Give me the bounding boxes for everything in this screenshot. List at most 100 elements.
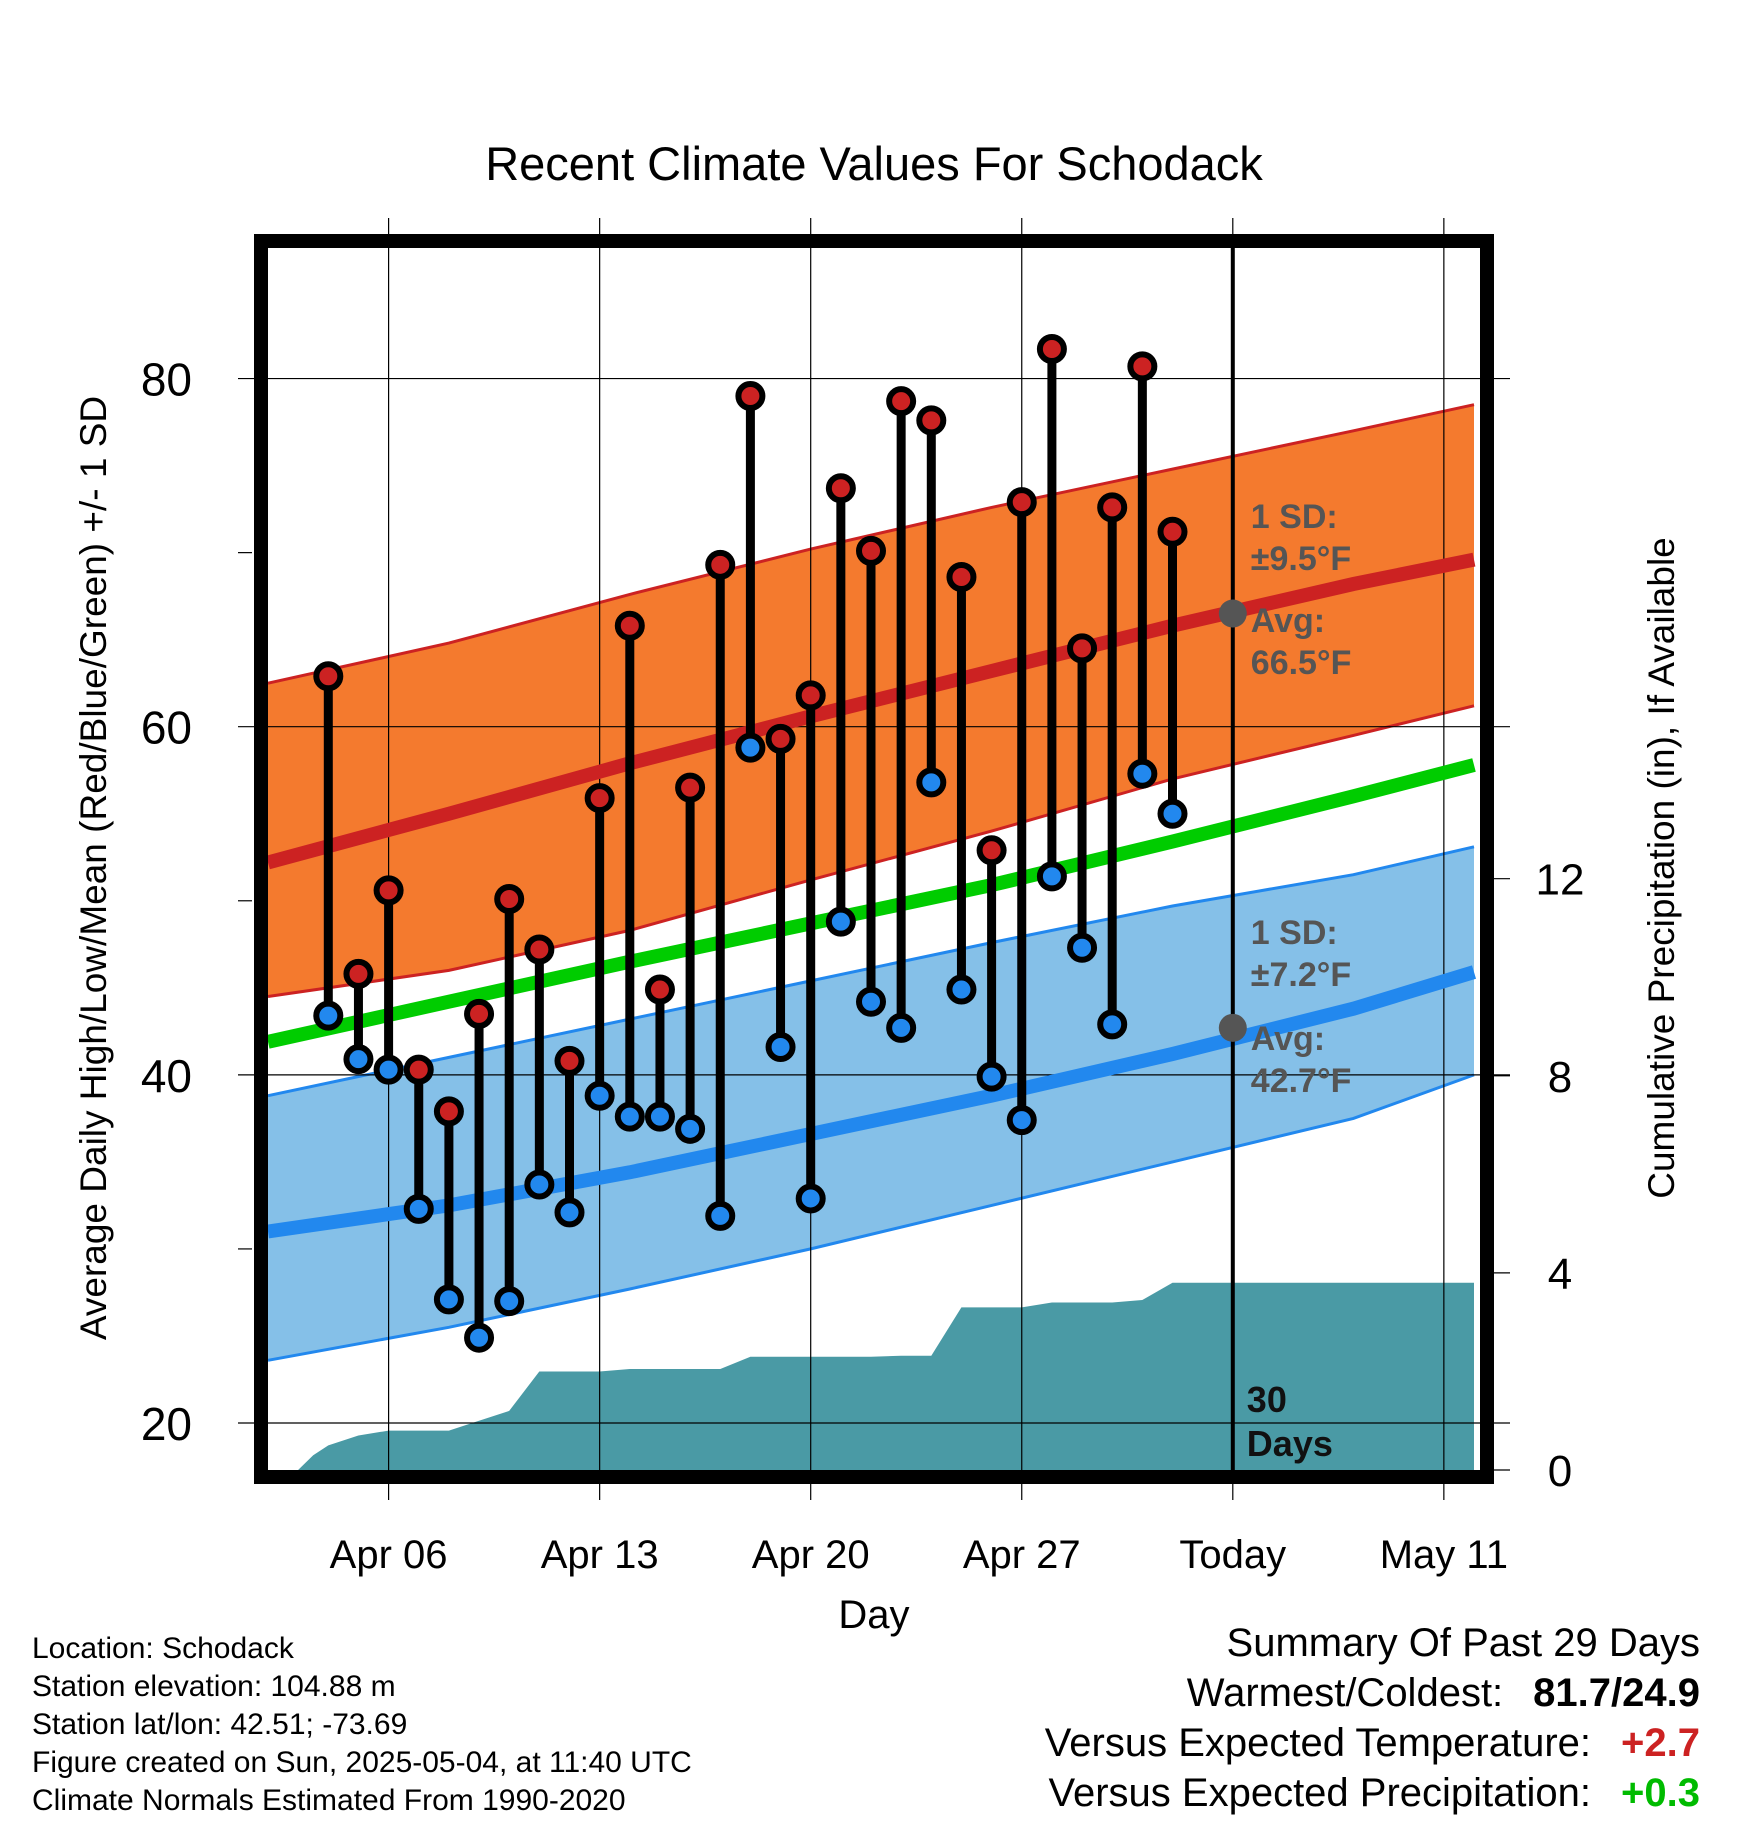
- chart-title: Recent Climate Values For Schodack: [485, 137, 1263, 190]
- daily-bar: [494, 884, 525, 1317]
- summary-panel: Summary Of Past 29 Days Warmest/Coldest:…: [1045, 1618, 1700, 1818]
- days-word: Days: [1247, 1423, 1333, 1464]
- high-sd-label: 1 SD:: [1251, 498, 1338, 536]
- daily-low-point: [343, 1044, 374, 1075]
- daily-low-point: [825, 906, 856, 937]
- daily-high-point: [946, 562, 977, 592]
- annotations: 1 SD: ±9.5°F Avg: 66.5°F 1 SD: ±7.2°F Avg: 42.7…: [1218, 498, 1352, 1464]
- daily-bar: [1067, 633, 1098, 963]
- y2-tick-label: 12: [1536, 856, 1585, 905]
- low-avg-label: Avg:: [1251, 1020, 1325, 1058]
- daily-high-point: [1157, 516, 1188, 547]
- y2-tick-label: 8: [1548, 1053, 1572, 1102]
- daily-low-point: [584, 1080, 615, 1111]
- daily-low-point: [886, 1012, 917, 1043]
- high-avg-label: Avg:: [1251, 602, 1325, 640]
- daily-bar: [705, 549, 736, 1231]
- daily-high-point: [343, 958, 374, 989]
- daily-low-point: [644, 1101, 675, 1132]
- daily-low-point: [614, 1101, 645, 1132]
- y-axis-label: Average Daily High/Low/Mean (Red/Blue/Gr…: [73, 396, 114, 1340]
- daily-bar: [403, 1054, 434, 1224]
- daily-bar: [1157, 516, 1188, 829]
- daily-bar: [464, 998, 495, 1353]
- daily-low-point: [765, 1032, 796, 1062]
- daily-bar: [343, 958, 374, 1075]
- daily-low-point: [735, 732, 766, 763]
- daily-high-point: [1097, 492, 1128, 523]
- daily-high-point: [373, 875, 404, 906]
- daily-high-point: [765, 723, 796, 754]
- x-tick-label: May 11: [1380, 1533, 1508, 1577]
- days-count: 30: [1247, 1379, 1287, 1420]
- latlon-text: Station lat/lon: 42.51; -73.69: [32, 1708, 408, 1741]
- daily-high-point: [1006, 487, 1037, 518]
- daily-bar: [373, 875, 404, 1085]
- daily-high-point: [976, 835, 1007, 866]
- x-axis-label: Day: [838, 1593, 909, 1637]
- daily-high-point: [1127, 351, 1158, 382]
- daily-bar: [1006, 487, 1037, 1136]
- temp-value: +2.7: [1621, 1721, 1700, 1765]
- daily-bar: [735, 380, 766, 763]
- daily-high-point: [403, 1054, 434, 1085]
- daily-high-point: [584, 783, 615, 814]
- high-sd-value: ±9.5°F: [1251, 540, 1351, 578]
- daily-high-point: [1067, 633, 1098, 664]
- y2-axis-label: Cumulative Precipitation (in), If Availa…: [1641, 537, 1682, 1199]
- daily-low-point: [976, 1061, 1007, 1092]
- daily-high-point: [916, 405, 947, 436]
- daily-bar: [886, 386, 917, 1043]
- daily-high-point: [795, 680, 826, 711]
- daily-low-point: [795, 1183, 826, 1214]
- daily-high-point: [554, 1045, 585, 1076]
- daily-high-point: [313, 661, 344, 692]
- daily-low-point: [1036, 861, 1067, 892]
- y-tick-label: 60: [141, 702, 192, 754]
- daily-low-point: [464, 1322, 495, 1353]
- high-avg-value: 66.5°F: [1251, 644, 1352, 682]
- daily-high-point: [433, 1096, 464, 1127]
- daily-low-point: [524, 1169, 555, 1200]
- daily-bar: [946, 562, 977, 1005]
- daily-bar: [524, 934, 555, 1200]
- daily-high-point: [735, 380, 766, 411]
- warmest-label: Warmest/Coldest:: [1186, 1671, 1504, 1715]
- daily-bar: [313, 661, 344, 1031]
- elevation-text: Station elevation: 104.88 m: [32, 1670, 396, 1703]
- daily-low-point: [313, 1000, 344, 1031]
- daily-high-point: [1036, 333, 1067, 364]
- daily-bar: [675, 772, 706, 1144]
- low-sd-band: [268, 846, 1474, 1361]
- summary-warmest-row: Warmest/Coldest: 81.7/24.9: [1045, 1668, 1700, 1718]
- daily-high-point: [524, 934, 555, 965]
- normals-text: Climate Normals Estimated From 1990-2020: [32, 1784, 626, 1817]
- summary-temp-row: Versus Expected Temperature: +2.7: [1045, 1718, 1700, 1768]
- daily-bar: [765, 723, 796, 1062]
- daily-bar: [614, 610, 645, 1132]
- precip-value: +0.3: [1621, 1771, 1700, 1815]
- daily-bar: [795, 680, 826, 1214]
- daily-high-point: [856, 535, 886, 566]
- axes: 20 40 60 80 0 4 8 12 Apr 06 Apr 13 Apr 20 Apr 27 Tod…: [141, 354, 1585, 1577]
- daily-low-point: [554, 1197, 585, 1228]
- daily-bar: [916, 405, 947, 798]
- precip-label: Versus Expected Precipitation:: [1048, 1771, 1592, 1815]
- daily-bar: [1127, 351, 1158, 789]
- daily-high-point: [825, 473, 856, 504]
- x-tick-label: Apr 27: [963, 1533, 1081, 1577]
- x-tick-label: Apr 20: [752, 1533, 870, 1577]
- daily-high-point: [644, 974, 675, 1005]
- created-text: Figure created on Sun, 2025-05-04, at 11…: [32, 1746, 692, 1779]
- x-tick-label: Apr 06: [330, 1533, 448, 1577]
- x-tick-label: Today: [1179, 1533, 1286, 1577]
- daily-low-point: [433, 1284, 464, 1315]
- low-sd-value: ±7.2°F: [1251, 956, 1351, 994]
- temp-label: Versus Expected Temperature:: [1044, 1721, 1592, 1765]
- daily-bar: [825, 473, 856, 937]
- summary-precip-row: Versus Expected Precipitation: +0.3: [1045, 1768, 1701, 1818]
- daily-low-point: [403, 1193, 434, 1224]
- daily-low-point: [1097, 1009, 1128, 1040]
- location-text: Location: Schodack: [32, 1632, 294, 1665]
